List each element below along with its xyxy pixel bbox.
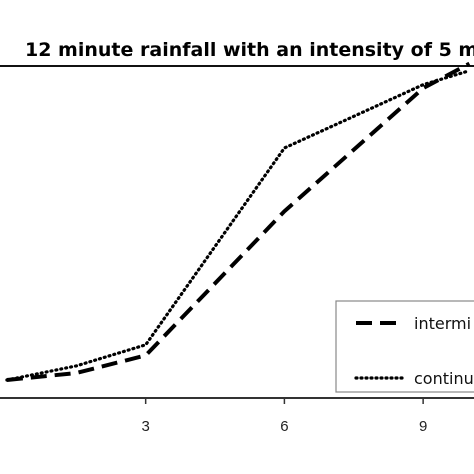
legend: intermi continu (335, 300, 474, 393)
series-line-continuous (5, 69, 471, 382)
chart-title: 12 minute rainfall with an intensity of … (25, 39, 474, 61)
x-axis-ticks: 3 6 9 (141, 398, 427, 435)
x-tick-label: 3 (141, 418, 149, 435)
x-tick-label: 9 (419, 418, 427, 435)
series-layer (5, 61, 471, 382)
legend-box (335, 300, 474, 393)
x-tick-label: 6 (280, 418, 288, 435)
legend-label-intermittent: intermi (414, 314, 471, 333)
series-line-intermittent (6, 61, 471, 382)
legend-label-continuous: continu (414, 369, 474, 388)
